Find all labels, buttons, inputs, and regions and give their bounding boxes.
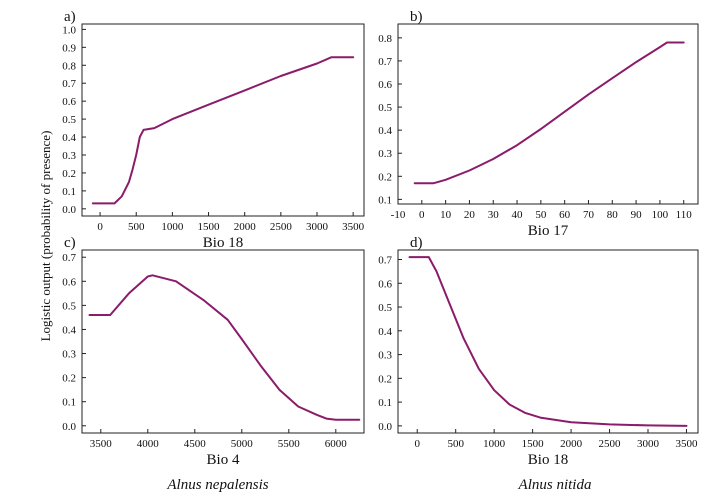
x-tick-label: 6000 [325, 438, 348, 450]
y-tick-label: 0.8 [62, 60, 76, 72]
response-curve [88, 274, 361, 421]
x-tick-label: 2000 [234, 221, 257, 233]
y-tick-label: 0.1 [378, 397, 392, 409]
y-tick-label: 0.2 [378, 373, 392, 385]
y-tick-label: 0.0 [62, 421, 76, 433]
species-label-right: Alnus nitida [518, 477, 592, 493]
x-tick-label: 4500 [184, 438, 207, 450]
x-tick-label: 5000 [231, 438, 254, 450]
y-tick-label: 0.2 [378, 171, 392, 183]
y-tick-label: 0.0 [62, 204, 76, 216]
y-tick-label: 0.5 [378, 102, 392, 114]
x-tick-label: 10 [440, 209, 452, 221]
y-tick-label: 0.2 [62, 168, 76, 180]
x-tick-label: 100 [652, 209, 669, 221]
y-tick-label: 0.4 [378, 125, 392, 137]
x-tick-label: 3500 [90, 438, 113, 450]
panel-label: d) [410, 235, 423, 251]
x-axis-title: Bio 4 [207, 452, 240, 468]
plot-frame [81, 249, 365, 434]
x-tick-label: 2500 [270, 221, 293, 233]
response-curve [413, 41, 685, 185]
y-axis-title: Logistic output (probability of presence… [38, 131, 53, 342]
y-tick-label: 0.6 [62, 96, 76, 108]
y-tick-label: 0.0 [378, 421, 392, 433]
y-tick-label: 0.5 [62, 300, 76, 312]
y-tick-label: 0.7 [378, 56, 392, 68]
y-tick-label: 0.6 [62, 276, 76, 288]
response-curve [408, 256, 688, 427]
x-tick-label: 3500 [675, 438, 698, 450]
x-tick-label: 40 [512, 209, 524, 221]
y-tick-label: 1.0 [62, 24, 76, 36]
y-tick-label: 0.4 [62, 324, 76, 336]
plot-frame [397, 249, 699, 434]
y-tick-label: 0.9 [62, 42, 76, 54]
panel-label: c) [64, 235, 76, 251]
y-tick-label: 0.6 [378, 278, 392, 290]
x-tick-label: 110 [676, 209, 693, 221]
plot-frame [397, 23, 699, 205]
x-tick-label: 1000 [483, 438, 506, 450]
x-tick-label: 60 [559, 209, 571, 221]
x-tick-label: 1500 [198, 221, 221, 233]
y-tick-label: 0.3 [62, 150, 76, 162]
chart-panel-2: b) -10 0 10 20 30 40 50 60 70 80 90 100 110 0.1 0.2 0.3 0… [378, 9, 699, 239]
x-axis-title: Bio 18 [528, 452, 568, 468]
x-tick-label: 5500 [278, 438, 301, 450]
panel-label: b) [410, 9, 423, 25]
x-tick-label: 2000 [560, 438, 583, 450]
x-tick-label: 30 [488, 209, 500, 221]
x-tick-label: 0 [419, 209, 425, 221]
x-axis-title: Bio 18 [203, 235, 243, 251]
x-tick-label: -10 [391, 209, 406, 221]
chart-panel-1: a) 0 500 1000 1500 2000 2500 3000 3500 0.0 0.1 0.2 0… [62, 9, 364, 251]
panel-label: a) [64, 9, 76, 25]
y-tick-label: 0.6 [378, 79, 392, 91]
y-tick-label: 0.8 [378, 33, 392, 45]
x-tick-label: 3000 [637, 438, 660, 450]
response-curve [91, 56, 355, 205]
x-tick-label: 90 [631, 209, 643, 221]
y-tick-label: 0.4 [378, 326, 392, 338]
species-label-left: Alnus nepalensis [166, 477, 268, 493]
y-tick-label: 0.2 [62, 373, 76, 385]
x-tick-label: 20 [464, 209, 476, 221]
y-tick-label: 0.7 [378, 255, 392, 267]
x-tick-label: 2500 [599, 438, 622, 450]
y-tick-label: 0.4 [62, 132, 76, 144]
y-tick-label: 0.7 [62, 252, 76, 264]
x-tick-label: 3000 [306, 221, 329, 233]
y-tick-label: 0.7 [62, 78, 76, 90]
plot-frame [81, 23, 365, 217]
x-tick-label: 0 [414, 438, 420, 450]
x-tick-label: 70 [583, 209, 595, 221]
chart-panel-3: c) 3500 4000 4500 5000 5500 6000 0.0 0.1 0.2 0.3 0.… [62, 235, 365, 468]
chart-panel-4: d) 0 500 1000 1500 2000 2500 3000 3500 0.0 0.1 0.2 0… [378, 235, 699, 468]
x-tick-label: 1500 [522, 438, 545, 450]
x-tick-label: 500 [128, 221, 145, 233]
y-tick-label: 0.3 [378, 148, 392, 160]
x-tick-label: 50 [535, 209, 547, 221]
x-tick-label: 80 [607, 209, 619, 221]
y-tick-label: 0.1 [62, 186, 76, 198]
x-axis-title: Bio 17 [528, 223, 569, 239]
y-tick-label: 0.3 [378, 350, 392, 362]
x-tick-label: 500 [447, 438, 464, 450]
x-tick-label: 3500 [342, 221, 365, 233]
x-tick-label: 1000 [161, 221, 184, 233]
y-tick-label: 0.5 [62, 114, 76, 126]
y-tick-label: 0.1 [62, 397, 76, 409]
y-tick-label: 0.5 [378, 302, 392, 314]
x-tick-label: 0 [97, 221, 103, 233]
y-tick-label: 0.3 [62, 349, 76, 361]
x-tick-label: 4000 [137, 438, 160, 450]
y-tick-label: 0.1 [378, 194, 392, 206]
